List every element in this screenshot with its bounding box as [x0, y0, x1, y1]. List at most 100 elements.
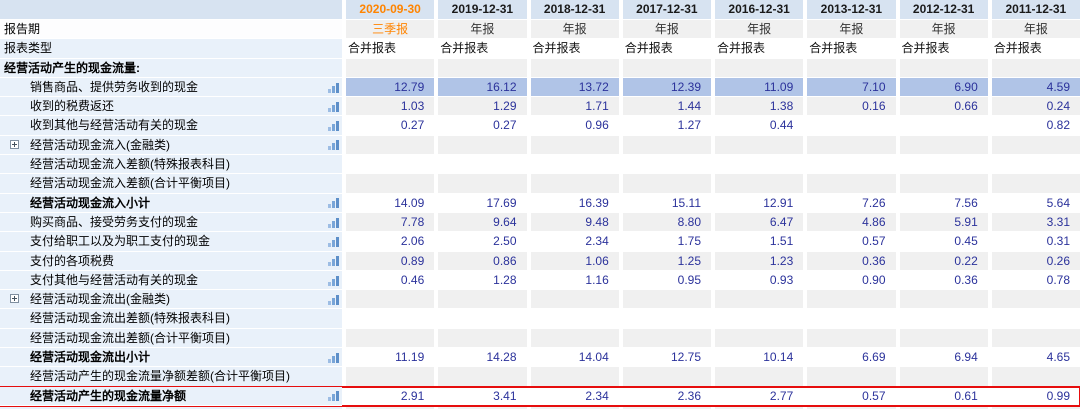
value-cell[interactable]	[991, 328, 1080, 349]
value-cell[interactable]	[346, 309, 435, 329]
bar-chart-icon[interactable]	[327, 217, 339, 228]
value-cell[interactable]	[346, 328, 435, 349]
value-cell[interactable]	[438, 328, 527, 349]
value-cell[interactable]: 1.38	[715, 97, 804, 117]
value-cell[interactable]: 0.46	[346, 270, 435, 291]
value-cell[interactable]	[438, 367, 527, 387]
value-cell[interactable]: 3.41	[438, 386, 527, 406]
value-cell[interactable]: 1.06	[530, 251, 619, 271]
value-cell[interactable]	[530, 309, 619, 329]
value-cell[interactable]: 8.80	[622, 212, 711, 233]
row-label-cell[interactable]: 销售商品、提供劳务收到的现金	[0, 77, 342, 98]
value-cell[interactable]	[899, 58, 988, 78]
value-cell[interactable]: 9.48	[530, 212, 619, 233]
value-cell[interactable]	[899, 290, 988, 310]
value-cell[interactable]: 1.75	[622, 232, 711, 252]
table-row[interactable]: 经营活动现金流出差额(特殊报表科目)	[0, 309, 1080, 329]
value-cell[interactable]	[991, 155, 1080, 175]
value-cell[interactable]: 12.79	[346, 77, 435, 98]
value-cell[interactable]	[622, 58, 711, 78]
value-cell[interactable]: 6.69	[807, 348, 896, 368]
table-row[interactable]: 经营活动产生的现金流量净额 2.91 3.41 2.34 2.36 2.77 0.57 0.6…	[0, 385, 1080, 407]
column-date-header[interactable]: 2020-09-30	[346, 0, 435, 20]
value-cell[interactable]: 1.44	[622, 97, 711, 117]
value-cell[interactable]: 0.78	[991, 270, 1080, 291]
value-cell[interactable]: 9.64	[438, 212, 527, 233]
value-cell[interactable]: 14.09	[346, 193, 435, 213]
value-cell[interactable]: 1.51	[715, 232, 804, 252]
row-label-cell[interactable]: 经营活动现金流出小计	[0, 348, 342, 368]
expand-plus-icon[interactable]	[10, 294, 19, 304]
column-date-header[interactable]: 2013-12-31	[807, 0, 896, 20]
value-cell[interactable]	[991, 367, 1080, 387]
value-cell[interactable]: 1.27	[622, 116, 711, 136]
value-cell[interactable]: 2.77	[715, 386, 804, 406]
value-cell[interactable]	[530, 367, 619, 387]
column-date-header[interactable]: 2018-12-31	[530, 0, 619, 20]
table-row[interactable]: 购买商品、接受劳务支付的现金 7.78 9.64 9.48 8.80 6.47 4.86 5.…	[0, 212, 1080, 233]
value-cell[interactable]: 4.86	[807, 212, 896, 233]
row-label-cell[interactable]: 经营活动现金流出差额(合计平衡项目)	[0, 328, 342, 349]
row-label-cell[interactable]: 购买商品、接受劳务支付的现金	[0, 212, 342, 233]
value-cell[interactable]: 13.72	[530, 77, 619, 98]
value-cell[interactable]: 0.66	[899, 97, 988, 117]
value-cell[interactable]	[807, 116, 896, 136]
value-cell[interactable]	[346, 135, 435, 156]
bar-chart-icon[interactable]	[327, 139, 339, 151]
value-cell[interactable]	[622, 290, 711, 310]
value-cell[interactable]: 12.75	[622, 348, 711, 368]
row-label-cell[interactable]: 经营活动现金流出差额(特殊报表科目)	[0, 309, 342, 329]
value-cell[interactable]	[715, 135, 804, 156]
value-cell[interactable]	[715, 309, 804, 329]
value-cell[interactable]	[346, 174, 435, 194]
value-cell[interactable]	[530, 58, 619, 78]
bar-chart-icon[interactable]	[327, 82, 339, 93]
row-label-cell[interactable]: 支付给职工以及为职工支付的现金	[0, 232, 342, 252]
table-row[interactable]: 经营活动现金流出小计 11.19 14.28 14.04 12.75 10.14 6.69 6…	[0, 348, 1080, 368]
value-cell[interactable]	[715, 155, 804, 175]
table-row[interactable]: 支付给职工以及为职工支付的现金 2.06 2.50 2.34 1.75 1.51 0.57 0…	[0, 232, 1080, 252]
value-cell[interactable]	[438, 290, 527, 310]
value-cell[interactable]: 7.10	[807, 77, 896, 98]
value-cell[interactable]	[715, 367, 804, 387]
table-row[interactable]: 经营活动现金流出(金融类)	[0, 290, 1080, 310]
value-cell[interactable]: 0.22	[899, 251, 988, 271]
bar-chart-icon[interactable]	[327, 275, 339, 286]
value-cell[interactable]	[346, 58, 435, 78]
value-cell[interactable]: 0.44	[715, 116, 804, 136]
value-cell[interactable]: 6.90	[899, 77, 988, 98]
value-cell[interactable]: 3.31	[991, 212, 1080, 233]
value-cell[interactable]: 0.95	[622, 270, 711, 291]
value-cell[interactable]	[622, 328, 711, 349]
value-cell[interactable]: 0.57	[807, 386, 896, 406]
bar-chart-icon[interactable]	[327, 197, 339, 209]
row-label-cell[interactable]: 经营活动产生的现金流量:	[0, 58, 342, 78]
value-cell[interactable]	[346, 155, 435, 175]
row-label-cell[interactable]: 支付的各项税费	[0, 251, 342, 271]
value-cell[interactable]	[807, 58, 896, 78]
table-row[interactable]: 支付的各项税费 0.89 0.86 1.06 1.25 1.23 0.36 0.22 0.26	[0, 251, 1080, 271]
value-cell[interactable]: 11.19	[346, 348, 435, 368]
value-cell[interactable]	[899, 174, 988, 194]
value-cell[interactable]: 5.64	[991, 193, 1080, 213]
row-label-cell[interactable]: 经营活动产生的现金流量净额差额(合计平衡项目)	[0, 367, 342, 387]
value-cell[interactable]: 2.34	[530, 232, 619, 252]
value-cell[interactable]	[438, 135, 527, 156]
value-cell[interactable]: 0.24	[991, 97, 1080, 117]
value-cell[interactable]: 0.36	[899, 270, 988, 291]
value-cell[interactable]: 0.36	[807, 251, 896, 271]
value-cell[interactable]	[807, 328, 896, 349]
value-cell[interactable]: 4.59	[991, 77, 1080, 98]
value-cell[interactable]	[807, 290, 896, 310]
value-cell[interactable]	[991, 174, 1080, 194]
row-label-cell[interactable]: 经营活动现金流入(金融类)	[0, 135, 342, 156]
table-row[interactable]: 收到其他与经营活动有关的现金 0.27 0.27 0.96 1.27 0.44 0.82	[0, 116, 1080, 136]
table-row[interactable]: 经营活动产生的现金流量净额差额(合计平衡项目)	[0, 367, 1080, 387]
value-cell[interactable]	[807, 367, 896, 387]
value-cell[interactable]: 12.91	[715, 193, 804, 213]
value-cell[interactable]: 6.94	[899, 348, 988, 368]
value-cell[interactable]: 0.27	[438, 116, 527, 136]
value-cell[interactable]	[991, 290, 1080, 310]
value-cell[interactable]: 16.12	[438, 77, 527, 98]
value-cell[interactable]	[715, 174, 804, 194]
